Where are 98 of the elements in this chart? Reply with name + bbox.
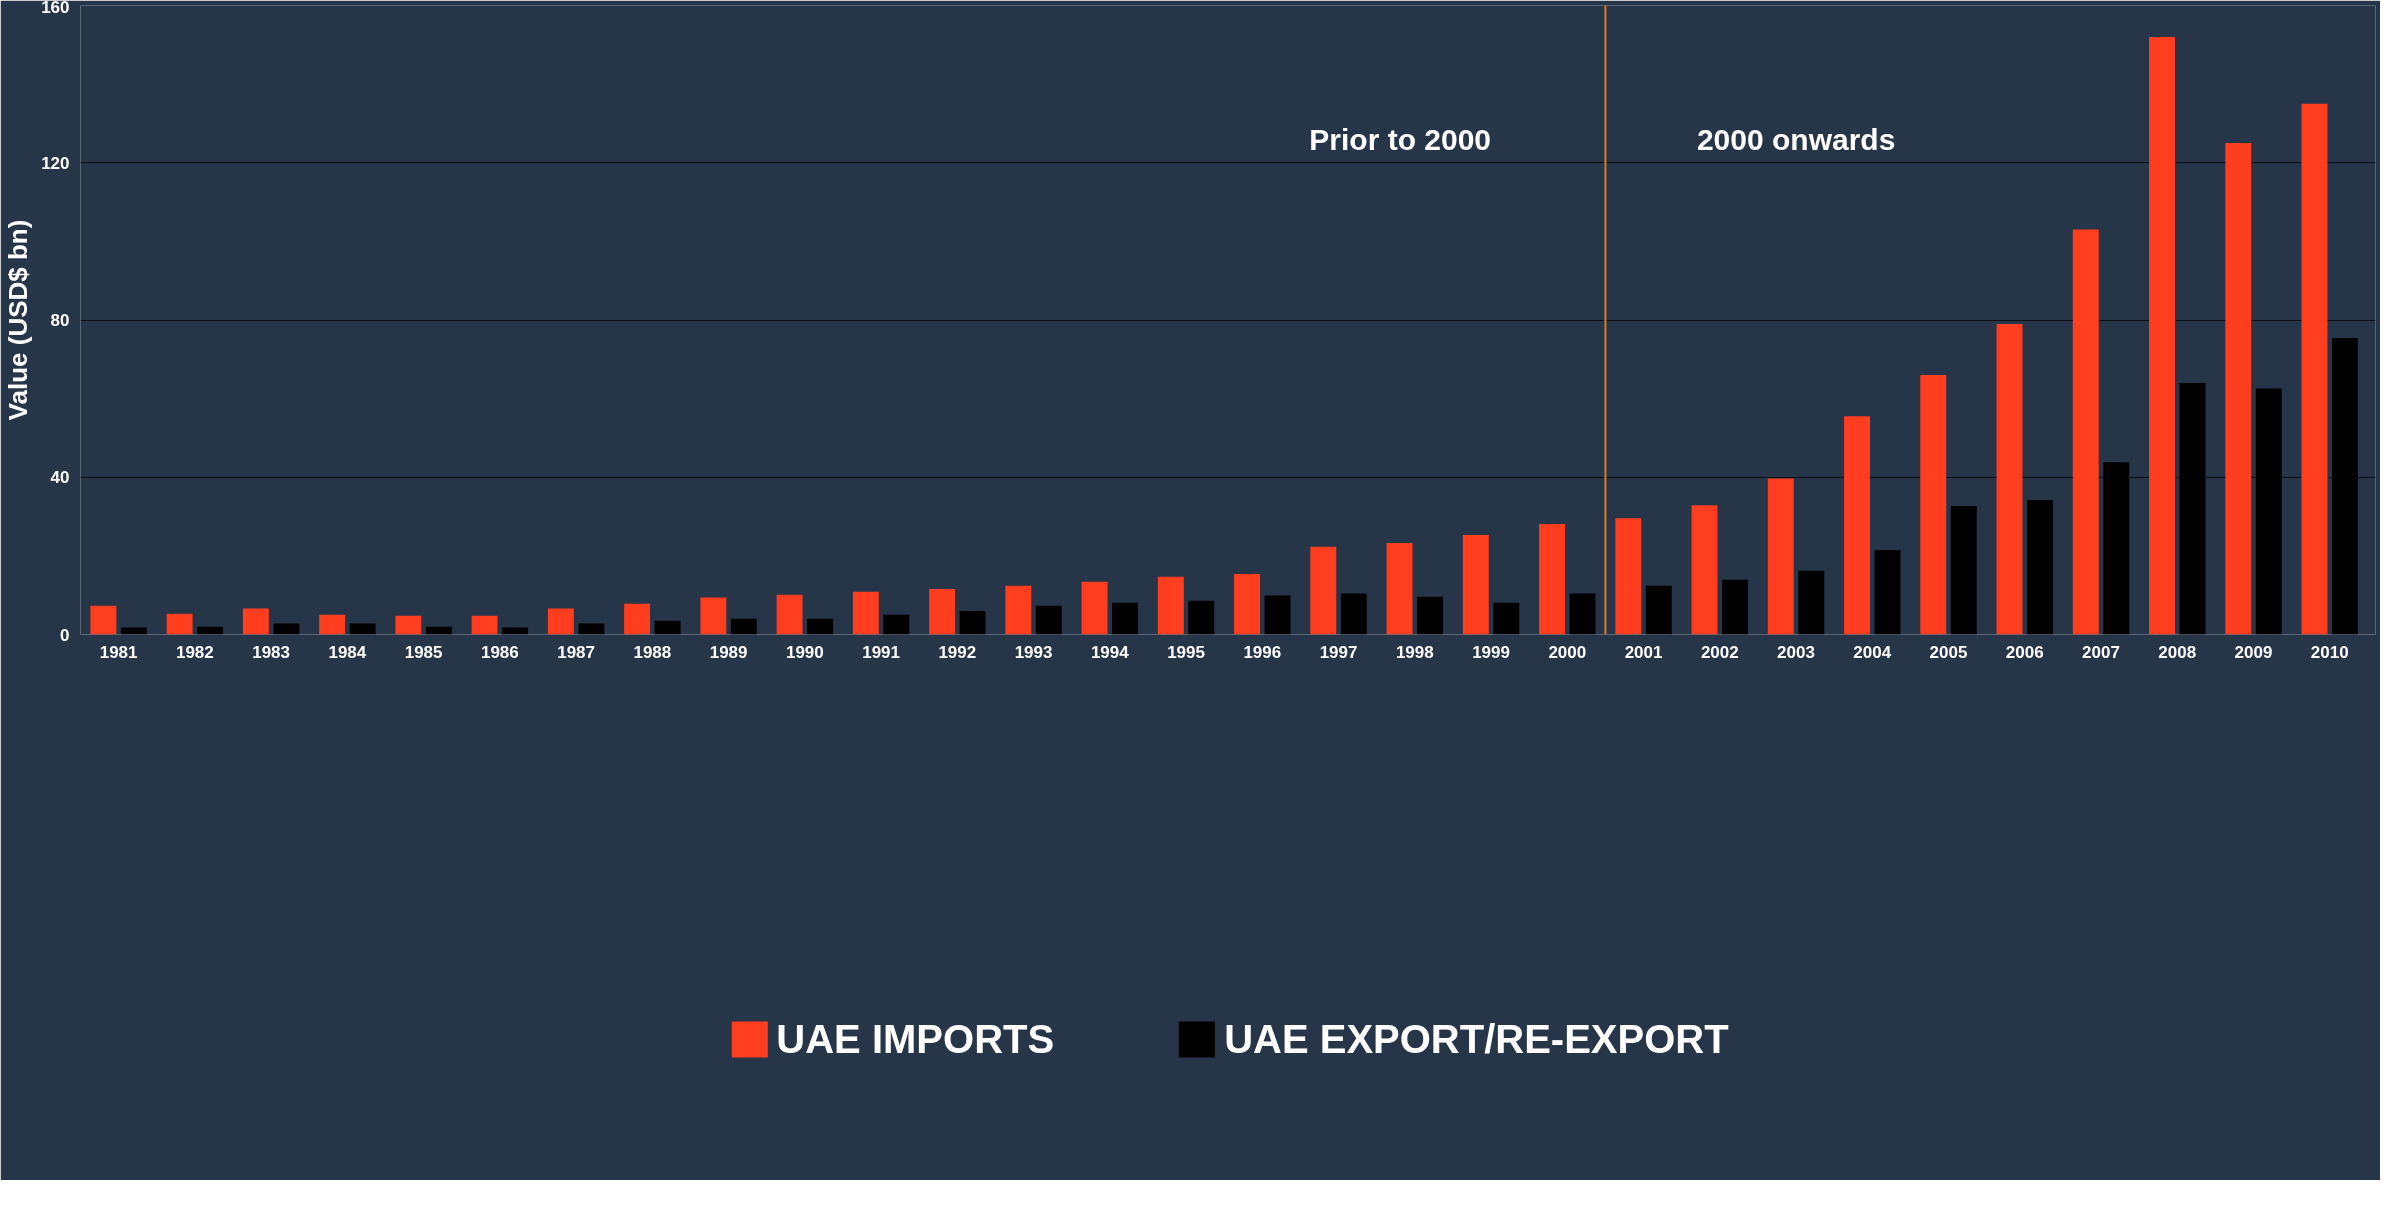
y-tick-label: 40: [50, 468, 70, 488]
bar: [166, 613, 193, 635]
x-tick-label: 1981: [99, 642, 138, 662]
x-tick-label: 2002: [1700, 642, 1739, 662]
x-tick-label: 2003: [1777, 642, 1815, 662]
bar: [1539, 524, 1566, 635]
bar: [1996, 323, 2023, 635]
x-tick-label: 2001: [1624, 642, 1663, 662]
bar: [471, 615, 498, 635]
x-tick-label: 2000: [1548, 642, 1587, 662]
annotation: Prior to 2000: [1309, 123, 1492, 157]
bar: [1615, 518, 1642, 635]
x-tick-label: 1996: [1243, 642, 1282, 662]
x-tick-label: 2004: [1853, 642, 1892, 662]
bar: [578, 623, 605, 635]
bar: [2149, 36, 2175, 635]
bar: [2103, 462, 2130, 635]
bar: [2225, 143, 2252, 635]
bar: [2027, 500, 2053, 635]
bar: [1234, 573, 1261, 635]
bar: [1874, 549, 1901, 635]
bar: [2072, 229, 2099, 635]
bar: [929, 588, 956, 635]
bar: [1798, 570, 1825, 635]
x-tick-label: 2005: [1929, 642, 1968, 662]
bar: [1340, 593, 1367, 635]
bar: [1691, 505, 1718, 635]
x-tick-label: 1984: [328, 642, 367, 662]
bar: [1081, 581, 1108, 635]
bar: [730, 618, 757, 635]
bar: [1493, 602, 1520, 635]
x-tick-label: 1992: [938, 642, 977, 662]
x-tick-label: 2006: [2005, 642, 2044, 662]
x-tick-label: 2007: [2082, 642, 2120, 662]
bar: [1462, 535, 1489, 635]
bar: [2301, 103, 2328, 635]
bar: [1569, 593, 1596, 635]
bar: [395, 615, 422, 635]
bar: [1417, 596, 1444, 635]
bar: [624, 603, 651, 635]
x-tick-label: 1982: [175, 642, 214, 662]
x-tick-label: 1988: [633, 642, 672, 662]
bar: [120, 627, 147, 635]
bar: [807, 618, 834, 635]
bar: [1386, 542, 1413, 635]
x-tick-label: 1994: [1090, 642, 1130, 662]
x-tick-label: 1989: [709, 642, 748, 662]
bar: [1157, 576, 1184, 635]
y-tick-label: 80: [50, 311, 70, 330]
bar: [1920, 375, 1947, 635]
bar: [319, 614, 346, 635]
bar: [1188, 600, 1215, 635]
bar: [349, 623, 376, 635]
bar: [1112, 602, 1139, 635]
x-tick-label: 1990: [785, 642, 824, 662]
x-tick-label: 1985: [404, 642, 443, 662]
bar: [1844, 416, 1870, 635]
bar: [1035, 605, 1062, 635]
bar: [1722, 579, 1748, 635]
annotation: 2000 onwards: [1696, 123, 1896, 157]
x-tick-label: 1998: [1395, 642, 1434, 662]
bar: [1767, 478, 1794, 635]
x-tick-label: 1983: [252, 642, 291, 662]
legend-label: UAE IMPORTS: [776, 1016, 1055, 1062]
y-tick-label: 120: [41, 153, 70, 173]
bar: [242, 608, 269, 635]
bar: [273, 623, 300, 635]
bar: [1005, 585, 1032, 635]
y-axis-title: Value (USD$ bn): [3, 219, 34, 421]
bar: [1645, 585, 1672, 635]
x-tick-label: 1986: [480, 642, 519, 662]
x-tick-label: 1999: [1472, 642, 1510, 662]
bar: [90, 605, 117, 635]
bar: [2332, 338, 2358, 635]
bar: [883, 614, 910, 635]
bar: [1264, 595, 1291, 635]
bar: [2255, 388, 2282, 635]
bar: [654, 620, 681, 635]
x-tick-label: 1995: [1167, 642, 1205, 662]
bar: [776, 594, 803, 635]
x-tick-label: 1997: [1319, 642, 1358, 662]
legend-label: UAE EXPORT/RE-EXPORT: [1224, 1016, 1729, 1062]
bar: [502, 627, 529, 635]
bar: [1950, 505, 1977, 635]
bar: [700, 597, 727, 635]
x-tick-label: 2010: [2310, 642, 2349, 662]
x-tick-label: 1987: [557, 642, 596, 662]
y-tick-label: 160: [41, 0, 70, 17]
x-tick-label: 2009: [2234, 642, 2273, 662]
bar: [959, 610, 986, 635]
x-tick-label: 1993: [1014, 642, 1053, 662]
x-tick-label: 1991: [862, 642, 900, 662]
x-tick-label: 2008: [2158, 642, 2197, 662]
bar: [1310, 546, 1337, 635]
bar: [2179, 382, 2206, 635]
bar: [547, 608, 574, 635]
y-tick-label: 0: [60, 625, 70, 645]
bar: [852, 591, 879, 635]
